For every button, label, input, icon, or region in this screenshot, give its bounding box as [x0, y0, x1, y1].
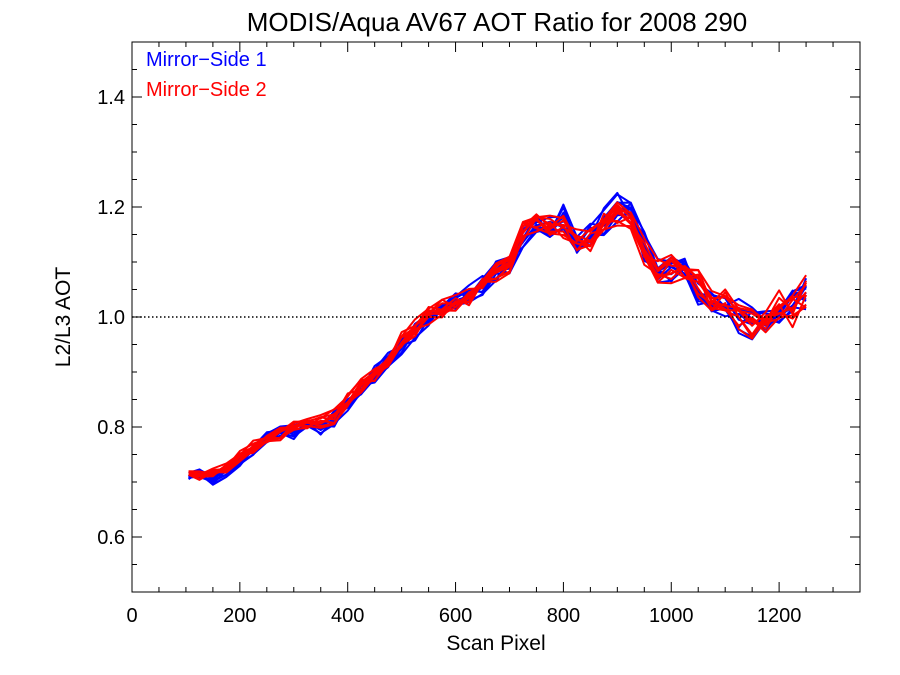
y-tick-label: 1.4	[97, 87, 125, 109]
x-tick-label: 1000	[649, 605, 694, 627]
y-axis-label: L2/L3 AOT	[52, 267, 75, 368]
x-tick-label: 200	[223, 605, 256, 627]
x-tick-label: 800	[547, 605, 580, 627]
series-line-mirror-side-2	[188, 212, 807, 481]
y-tick-label: 0.8	[97, 417, 125, 439]
x-tick-label: 1200	[757, 605, 802, 627]
x-tick-label: 0	[126, 605, 137, 627]
series-line-mirror-side-1	[188, 208, 807, 485]
series-line-mirror-side-2	[188, 201, 807, 476]
y-tick-label: 0.6	[97, 527, 125, 549]
y-tick-label: 1.2	[97, 197, 125, 219]
legend-entry-mirror-side-2: Mirror−Side 2	[146, 79, 267, 101]
chart-title: MODIS/Aqua AV67 AOT Ratio for 2008 290	[247, 7, 748, 37]
x-axis-label: Scan Pixel	[446, 632, 545, 655]
series-line-mirror-side-1	[188, 207, 807, 486]
legend-entry-mirror-side-1: Mirror−Side 1	[146, 49, 267, 71]
series-line-mirror-side-1	[188, 201, 807, 486]
y-tick-label: 1.0	[97, 307, 125, 329]
legend: Mirror−Side 1 Mirror−Side 2	[146, 49, 267, 101]
y-axis-ticks: 0.6 0.8 1.0 1.2 1.4	[97, 41, 860, 593]
x-tick-label: 600	[439, 605, 472, 627]
series-line-mirror-side-2	[188, 209, 808, 478]
x-tick-label: 400	[331, 605, 364, 627]
x-axis-ticks: 0 200 400 600 800 1000 1200	[126, 42, 861, 627]
series-lines	[188, 191, 808, 486]
